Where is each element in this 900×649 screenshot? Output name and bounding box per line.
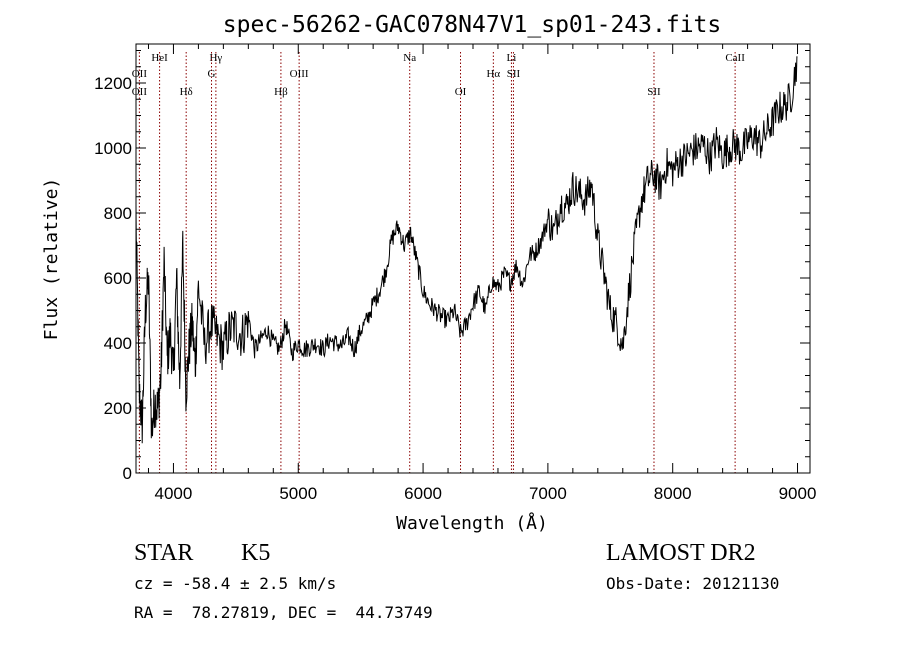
spectrum-line-0 bbox=[135, 56, 798, 444]
x-axis: 4000 5000 6000 7000 8000 9000 bbox=[147, 44, 817, 503]
marker-label-1: OII bbox=[132, 68, 148, 80]
marker-label-4: Hγ bbox=[209, 52, 222, 64]
x-tick-label: 5000 bbox=[279, 484, 317, 503]
plot-frame bbox=[135, 43, 811, 474]
marker-label-0: HeI bbox=[151, 52, 168, 64]
y-tick-label: 1200 bbox=[94, 74, 132, 93]
marker-label-11: Hα bbox=[486, 68, 500, 80]
chart-title: spec-56262-GAC078N47V1_sp01-243.fits bbox=[223, 12, 722, 38]
spectrum-series bbox=[135, 56, 798, 444]
marker-label-9: OI bbox=[455, 86, 467, 98]
marker-label-2: OII bbox=[132, 86, 148, 98]
redshift-cz: cz = -58.4 ± 2.5 km/s bbox=[134, 574, 337, 593]
x-tick-label: 4000 bbox=[155, 484, 193, 503]
x-tick-label: 8000 bbox=[654, 484, 692, 503]
x-axis-label: Wavelength (Å) bbox=[396, 512, 548, 534]
y-tick-label: 400 bbox=[104, 334, 132, 353]
observation-date: Obs-Date: 20121130 bbox=[606, 574, 780, 593]
y-tick-label: 200 bbox=[104, 399, 132, 418]
y-tick-label: 600 bbox=[104, 269, 132, 288]
x-tick-label: 6000 bbox=[404, 484, 442, 503]
marker-label-14: CaII bbox=[725, 52, 745, 64]
x-tick-label: 9000 bbox=[779, 484, 817, 503]
marker-label-6: OIII bbox=[290, 68, 309, 80]
marker-label-12: SII bbox=[507, 68, 521, 80]
marker-label-7: Hβ bbox=[274, 86, 288, 98]
y-tick-label: 800 bbox=[104, 204, 132, 223]
object-class: STAR bbox=[134, 540, 194, 566]
y-axis-label: Flux (relative) bbox=[41, 178, 62, 341]
marker-label-5: G bbox=[208, 68, 216, 80]
x-tick-label: 7000 bbox=[529, 484, 567, 503]
y-axis: 0 200 400 600 800 1000 1200 bbox=[94, 50, 810, 483]
y-tick-label: 1000 bbox=[94, 139, 132, 158]
marker-label-10: Li bbox=[507, 52, 517, 64]
sky-coordinates: RA = 78.27819, DEC = 44.73749 bbox=[134, 603, 433, 622]
y-tick-label: 0 bbox=[123, 464, 132, 483]
survey-name: LAMOST DR2 bbox=[606, 540, 756, 566]
marker-label-3: Hδ bbox=[180, 86, 193, 98]
object-subclass: K5 bbox=[241, 540, 271, 566]
marker-label-13: SII bbox=[647, 86, 661, 98]
marker-label-8: Na bbox=[403, 52, 416, 64]
